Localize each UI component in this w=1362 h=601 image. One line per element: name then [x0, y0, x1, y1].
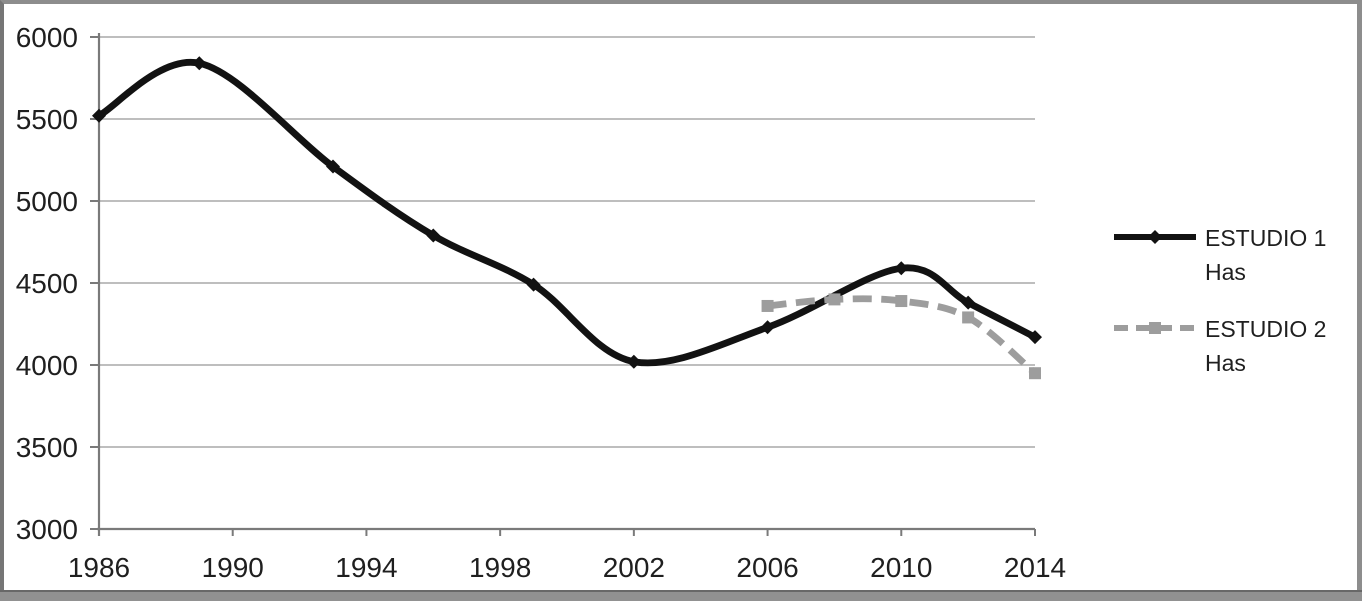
series-2-marker-2006: [761, 299, 774, 312]
x-tick-label-1994: 1994: [335, 552, 397, 583]
series-1-marker-1986: [92, 108, 106, 123]
series-1-marker-1993: [326, 159, 340, 174]
series-1-marker-1989: [192, 56, 207, 71]
y-tick-label-3000: 3000: [16, 514, 78, 545]
legend-label-estudio-1-line2: Has: [1205, 259, 1246, 285]
series-2-marker-2010: [895, 295, 908, 308]
legend-entry-estudio-2: ESTUDIO 2 Has: [1113, 312, 1326, 380]
x-tick-label-1990: 1990: [202, 552, 264, 583]
legend-label-estudio-2-line1: ESTUDIO 2: [1205, 316, 1327, 342]
series-1-marker-2012: [961, 295, 976, 310]
series-2-marker-2014: [1029, 367, 1041, 380]
legend-sample-marker-1: [1148, 230, 1162, 244]
series-1-marker-2010: [894, 261, 909, 276]
series-1-marker-2014: [1028, 330, 1042, 345]
y-tick-label-5000: 5000: [16, 186, 78, 217]
series-2-marker-2008: [828, 293, 841, 306]
y-tick-label-5500: 5500: [16, 104, 78, 135]
series-2-marker-2012: [962, 311, 975, 324]
legend-line-sample-estudio-1: [1114, 230, 1196, 244]
series-2: [761, 293, 1041, 380]
x-tick-label-2002: 2002: [603, 552, 665, 583]
x-tick-label-1998: 1998: [469, 552, 531, 583]
y-tick-label-3500: 3500: [16, 432, 78, 463]
series-1-marker-2002: [626, 354, 641, 369]
legend-label-estudio-1-line1: ESTUDIO 1: [1205, 225, 1327, 251]
x-tick-label-2006: 2006: [736, 552, 798, 583]
series-line-2: [767, 295, 1038, 376]
y-tick-label-4500: 4500: [16, 268, 78, 299]
series-line-1: [95, 58, 1039, 367]
legend-label-estudio-2-line2: Has: [1205, 350, 1246, 376]
y-tick-label-6000: 6000: [16, 22, 78, 53]
series-1: [92, 56, 1042, 369]
legend-sample-marker-2: [1149, 322, 1161, 334]
legend-entry-estudio-1: ESTUDIO 1 Has: [1113, 221, 1326, 289]
series-1-marker-1999: [526, 277, 541, 292]
x-tick-label-2010: 2010: [870, 552, 932, 583]
legend-line-sample-estudio-2: [1114, 322, 1196, 334]
chart-legend: ESTUDIO 1 Has ESTUDIO 2 Has: [1113, 0, 1358, 590]
x-tick-label-2014: 2014: [1004, 552, 1066, 583]
series-1-marker-1996: [426, 228, 441, 243]
y-tick-label-4000: 4000: [16, 350, 78, 381]
series-1-marker-2006: [760, 320, 775, 335]
x-tick-label-1986: 1986: [68, 552, 130, 583]
